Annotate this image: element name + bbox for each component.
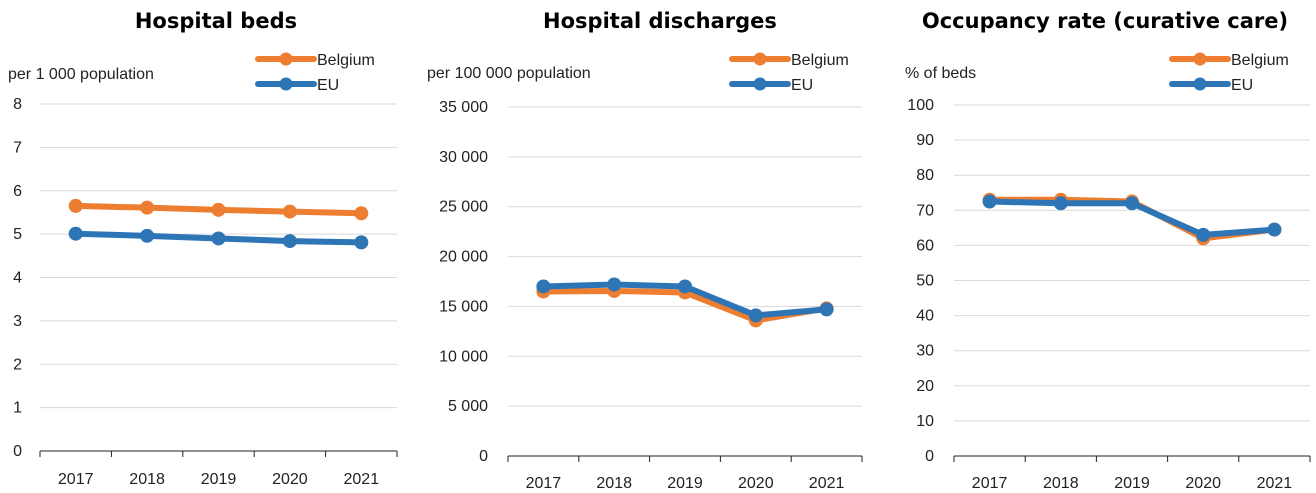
data-point-belgium bbox=[354, 206, 369, 221]
data-point-eu bbox=[1267, 222, 1282, 237]
data-point-eu bbox=[819, 302, 834, 317]
legend-swatch-marker bbox=[279, 77, 293, 91]
y-tick-label: 20 000 bbox=[439, 249, 488, 266]
x-tick-label: 2018 bbox=[129, 471, 165, 488]
y-tick-label: 10 000 bbox=[439, 348, 488, 365]
y-tick-label: 0 bbox=[13, 443, 22, 460]
x-tick-label: 2019 bbox=[201, 471, 237, 488]
legend-swatch-marker bbox=[279, 52, 293, 66]
data-point-eu bbox=[1125, 196, 1139, 211]
chart-title: Occupancy rate (curative care) bbox=[922, 9, 1288, 33]
y-axis-unit-label: per 1 000 population bbox=[8, 66, 154, 83]
y-tick-label: 50 bbox=[916, 273, 934, 290]
chart-title: Hospital beds bbox=[135, 9, 297, 33]
chart-1: Hospital beds per 1 000 population 0 1 2 3 4 5 6… bbox=[8, 9, 398, 488]
x-tick-label: 2020 bbox=[1185, 475, 1221, 492]
data-point-eu bbox=[211, 231, 226, 246]
y-tick-label: 3 bbox=[13, 313, 22, 330]
y-tick-label: 30 bbox=[916, 343, 934, 360]
legend-label: Belgium bbox=[317, 52, 375, 69]
y-tick-label: 40 bbox=[916, 308, 934, 325]
data-point-belgium bbox=[211, 202, 226, 217]
y-tick-label: 80 bbox=[916, 167, 934, 184]
x-tick-label: 2017 bbox=[972, 475, 1008, 492]
y-tick-label: 60 bbox=[916, 237, 934, 254]
chart-2: Hospital discharges per 100 000 populatio… bbox=[427, 9, 863, 492]
y-tick-label: 5 bbox=[13, 226, 22, 243]
legend-swatch-marker bbox=[753, 77, 767, 91]
y-tick-label: 4 bbox=[13, 270, 22, 287]
chart-3: Occupancy rate (curative care) % of beds 0… bbox=[905, 9, 1311, 492]
data-point-eu bbox=[1053, 196, 1068, 211]
x-tick-label: 2018 bbox=[596, 475, 632, 492]
y-tick-label: 15 000 bbox=[439, 298, 488, 315]
x-tick-label: 2021 bbox=[1257, 475, 1293, 492]
y-tick-label: 7 bbox=[13, 139, 22, 156]
legend-swatch-marker bbox=[1193, 77, 1207, 91]
x-tick-label: 2019 bbox=[1114, 475, 1150, 492]
y-tick-label: 35 000 bbox=[439, 99, 488, 116]
data-point-eu bbox=[982, 194, 997, 209]
x-tick-label: 2018 bbox=[1043, 475, 1079, 492]
x-tick-label: 2021 bbox=[344, 471, 380, 488]
x-tick-label: 2021 bbox=[809, 475, 845, 492]
data-point-belgium bbox=[140, 200, 155, 215]
data-point-eu bbox=[354, 235, 369, 250]
legend-label: Belgium bbox=[791, 52, 849, 69]
y-tick-label: 90 bbox=[916, 132, 934, 149]
data-point-eu bbox=[1196, 227, 1211, 242]
x-tick-label: 2017 bbox=[58, 471, 94, 488]
y-axis-unit-label: % of beds bbox=[905, 65, 976, 82]
y-tick-label: 20 bbox=[916, 378, 934, 395]
legend-label: EU bbox=[791, 77, 813, 94]
legend-label: EU bbox=[1231, 77, 1253, 94]
y-tick-label: 10 bbox=[916, 413, 934, 430]
y-tick-label: 5 000 bbox=[448, 398, 488, 415]
data-point-eu bbox=[678, 279, 692, 294]
y-tick-label: 0 bbox=[925, 448, 934, 465]
legend-label: EU bbox=[317, 77, 339, 94]
y-tick-label: 8 bbox=[13, 96, 22, 113]
y-tick-label: 0 bbox=[479, 448, 488, 465]
data-point-eu bbox=[607, 277, 622, 292]
chart-title: Hospital discharges bbox=[543, 9, 777, 33]
legend-label: Belgium bbox=[1231, 52, 1289, 69]
y-tick-label: 70 bbox=[916, 202, 934, 219]
x-tick-label: 2020 bbox=[738, 475, 774, 492]
data-point-eu bbox=[68, 226, 83, 241]
legend-swatch-marker bbox=[753, 52, 767, 66]
y-tick-label: 100 bbox=[907, 97, 934, 114]
data-point-eu bbox=[536, 279, 551, 294]
y-tick-label: 30 000 bbox=[439, 149, 488, 166]
data-point-belgium bbox=[68, 198, 83, 213]
x-tick-label: 2017 bbox=[526, 475, 562, 492]
data-point-eu bbox=[140, 228, 155, 243]
y-tick-label: 2 bbox=[13, 356, 22, 373]
data-point-eu bbox=[282, 234, 297, 249]
y-axis-unit-label: per 100 000 population bbox=[427, 65, 591, 82]
y-tick-label: 1 bbox=[13, 400, 22, 417]
data-point-belgium bbox=[282, 204, 297, 219]
x-tick-label: 2020 bbox=[272, 471, 308, 488]
legend-swatch-marker bbox=[1193, 52, 1207, 66]
y-tick-label: 25 000 bbox=[439, 199, 488, 216]
y-tick-label: 6 bbox=[13, 183, 22, 200]
data-point-eu bbox=[748, 308, 763, 323]
x-tick-label: 2019 bbox=[667, 475, 703, 492]
